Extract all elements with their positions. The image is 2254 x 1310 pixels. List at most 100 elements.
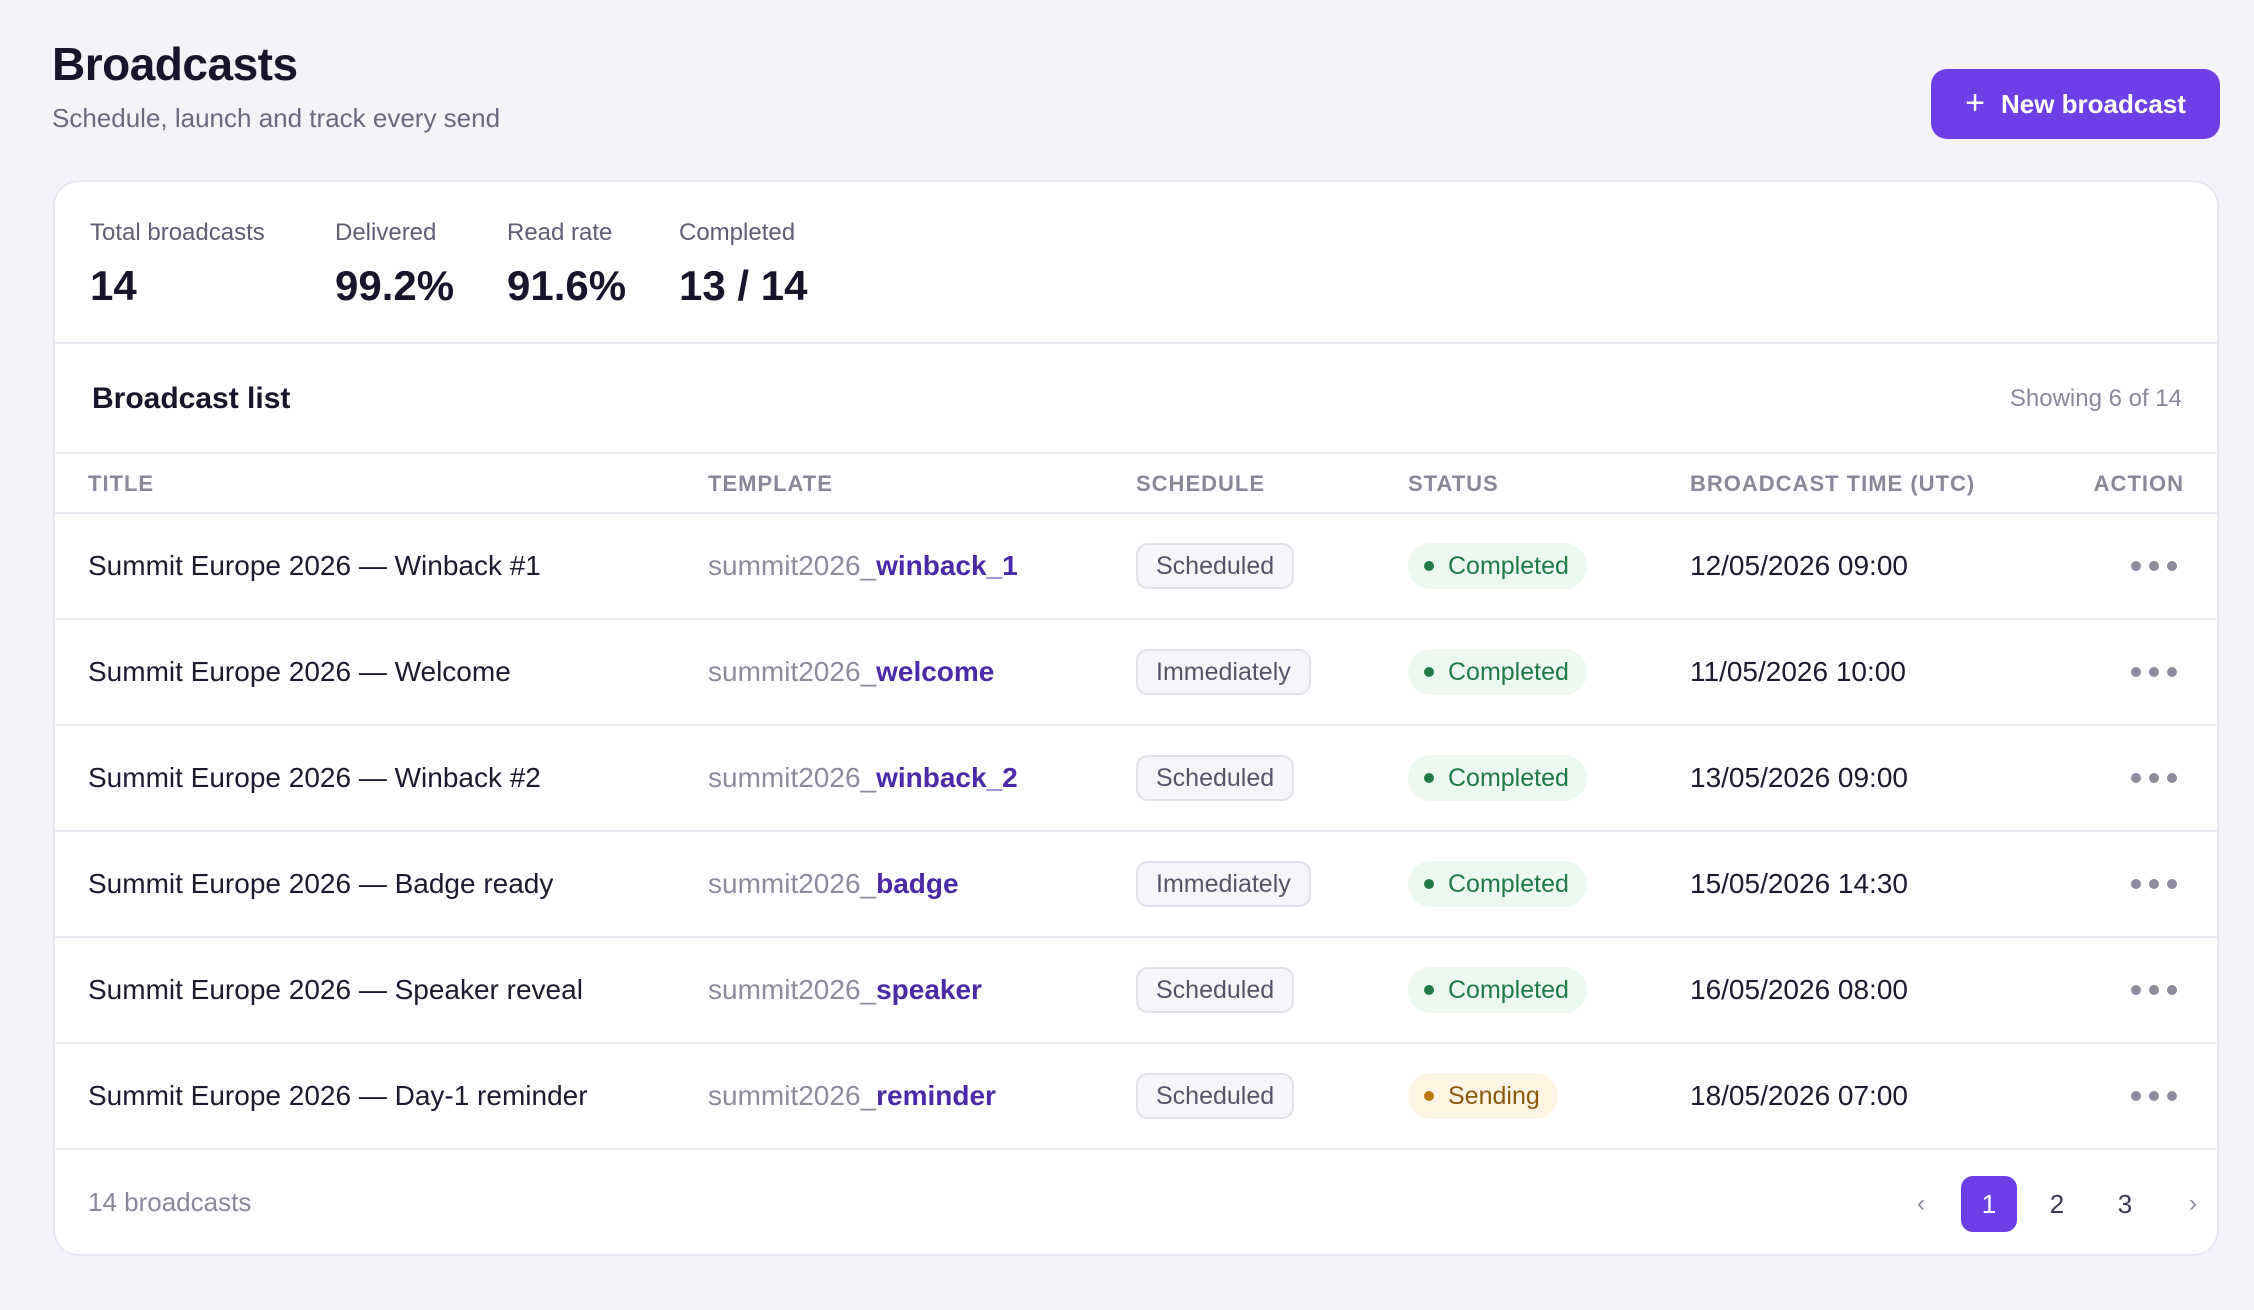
stat-label: Completed [679, 219, 796, 246]
new-broadcast-button[interactable]: + New broadcast [1931, 69, 2220, 139]
status-dot-icon [1424, 773, 1434, 783]
row-schedule: Scheduled [1136, 755, 1295, 801]
row-status: Completed [1408, 649, 1587, 695]
more-actions-icon[interactable] [2131, 979, 2177, 1001]
table-row[interactable]: Summit Europe 2026 — Badge ready summit2… [55, 832, 2217, 938]
status-badge: Completed [1408, 967, 1587, 1013]
row-title: Summit Europe 2026 — Winback #2 [88, 762, 541, 793]
schedule-badge: Scheduled [1136, 543, 1295, 589]
table-row[interactable]: Summit Europe 2026 — Winback #2 summit20… [55, 726, 2217, 832]
stat-completed: Completed 13 / 14 [679, 218, 807, 312]
template-prefix: summit2026_ [708, 762, 877, 793]
row-title: Summit Europe 2026 — Welcome [88, 656, 511, 687]
status-dot-icon [1424, 985, 1434, 995]
status-badge: Completed [1408, 755, 1587, 801]
schedule-badge: Immediately [1136, 649, 1311, 695]
template-name: welcome [876, 656, 995, 687]
status-label: Completed [1448, 869, 1569, 898]
more-actions-icon[interactable] [2131, 1085, 2177, 1107]
row-template[interactable]: summit2026_speaker [708, 974, 982, 1006]
row-broadcast-time: 15/05/2026 14:30 [1690, 868, 1908, 899]
row-schedule: Immediately [1136, 649, 1311, 695]
status-label: Completed [1448, 551, 1569, 580]
column-header-template: TEMPLATE [708, 471, 833, 496]
row-broadcast-time: 12/05/2026 09:00 [1690, 550, 1908, 581]
stat-label: Read rate [507, 219, 613, 246]
row-status: Completed [1408, 755, 1587, 801]
stat-value: 14 [90, 262, 137, 309]
table-footer: 14 broadcasts ‹ 1 2 3 › [55, 1144, 2217, 1254]
row-broadcast-time: 16/05/2026 08:00 [1690, 974, 1908, 1005]
status-dot-icon [1424, 879, 1434, 889]
status-dot-icon [1424, 561, 1434, 571]
stat-read-rate: Read rate 91.6% [507, 218, 626, 312]
more-actions-icon[interactable] [2131, 555, 2177, 577]
row-title: Summit Europe 2026 — Winback #1 [88, 550, 541, 581]
more-actions-icon[interactable] [2131, 873, 2177, 895]
row-schedule: Scheduled [1136, 967, 1295, 1013]
row-schedule: Scheduled [1136, 543, 1295, 589]
broadcasts-card: Total broadcasts 14 Delivered 99.2% Read… [53, 180, 2219, 1256]
row-status: Sending [1408, 1073, 1558, 1119]
stat-value: 99.2% [335, 262, 455, 309]
template-prefix: summit2026_ [708, 1080, 877, 1111]
row-broadcast-time: 11/05/2026 10:00 [1690, 656, 1906, 687]
row-schedule: Immediately [1136, 861, 1311, 907]
prev-page-button[interactable]: ‹ [1917, 1190, 1925, 1217]
row-status: Completed [1408, 861, 1587, 907]
table-row[interactable]: Summit Europe 2026 — Speaker reveal summ… [55, 938, 2217, 1044]
column-header-title: TITLE [88, 471, 155, 496]
table-header: TITLE TEMPLATE SCHEDULE STATUS BROADCAST… [55, 454, 2217, 514]
template-name: speaker [876, 974, 982, 1005]
column-header-broadcast-time: BROADCAST TIME (UTC) [1690, 471, 1976, 496]
page-button-2[interactable]: 2 [2049, 1188, 2065, 1219]
schedule-badge: Scheduled [1136, 967, 1295, 1013]
schedule-badge: Immediately [1136, 861, 1311, 907]
row-title: Summit Europe 2026 — Badge ready [88, 868, 554, 899]
status-label: Sending [1448, 1081, 1540, 1110]
more-actions-icon[interactable] [2131, 767, 2177, 789]
template-prefix: summit2026_ [708, 656, 877, 687]
showing-count: Showing 6 of 14 [2009, 385, 2182, 412]
template-prefix: summit2026_ [708, 974, 877, 1005]
table-row[interactable]: Summit Europe 2026 — Winback #1 summit20… [55, 514, 2217, 620]
table-row[interactable]: Summit Europe 2026 — Day-1 reminder summ… [55, 1044, 2217, 1150]
stat-value: 13 / 14 [679, 262, 808, 309]
template-prefix: summit2026_ [708, 550, 877, 581]
status-badge: Completed [1408, 543, 1587, 589]
plus-icon: + [1965, 83, 1985, 122]
page-button-1[interactable]: 1 [1961, 1176, 2017, 1232]
row-template[interactable]: summit2026_welcome [708, 656, 994, 688]
status-badge: Completed [1408, 861, 1587, 907]
row-template[interactable]: summit2026_badge [708, 868, 959, 900]
row-broadcast-time: 18/05/2026 07:00 [1690, 1080, 1908, 1111]
status-dot-icon [1424, 1091, 1434, 1101]
status-label: Completed [1448, 763, 1569, 792]
template-prefix: summit2026_ [708, 868, 877, 899]
status-label: Completed [1448, 975, 1569, 1004]
row-status: Completed [1408, 967, 1587, 1013]
row-title: Summit Europe 2026 — Speaker reveal [88, 974, 583, 1005]
schedule-badge: Scheduled [1136, 1073, 1295, 1119]
stat-total-broadcasts: Total broadcasts 14 [90, 218, 265, 312]
template-name: winback_2 [876, 762, 1018, 793]
total-count: 14 broadcasts [88, 1187, 252, 1217]
stat-value: 91.6% [507, 262, 627, 309]
stat-label: Delivered [335, 219, 437, 246]
status-label: Completed [1448, 657, 1569, 686]
new-broadcast-label: New broadcast [2000, 88, 2186, 119]
status-badge: Sending [1408, 1073, 1558, 1119]
more-actions-icon[interactable] [2131, 661, 2177, 683]
schedule-badge: Scheduled [1136, 755, 1295, 801]
stat-delivered: Delivered 99.2% [335, 218, 454, 312]
table-row[interactable]: Summit Europe 2026 — Welcome summit2026_… [55, 620, 2217, 726]
template-name: winback_1 [876, 550, 1018, 581]
next-page-button[interactable]: › [2189, 1190, 2197, 1217]
row-broadcast-time: 13/05/2026 09:00 [1690, 762, 1908, 793]
row-template[interactable]: summit2026_reminder [708, 1080, 996, 1112]
row-template[interactable]: summit2026_winback_2 [708, 762, 1018, 794]
row-template[interactable]: summit2026_winback_1 [708, 550, 1018, 582]
status-dot-icon [1424, 667, 1434, 677]
page-button-3[interactable]: 3 [2117, 1188, 2133, 1219]
